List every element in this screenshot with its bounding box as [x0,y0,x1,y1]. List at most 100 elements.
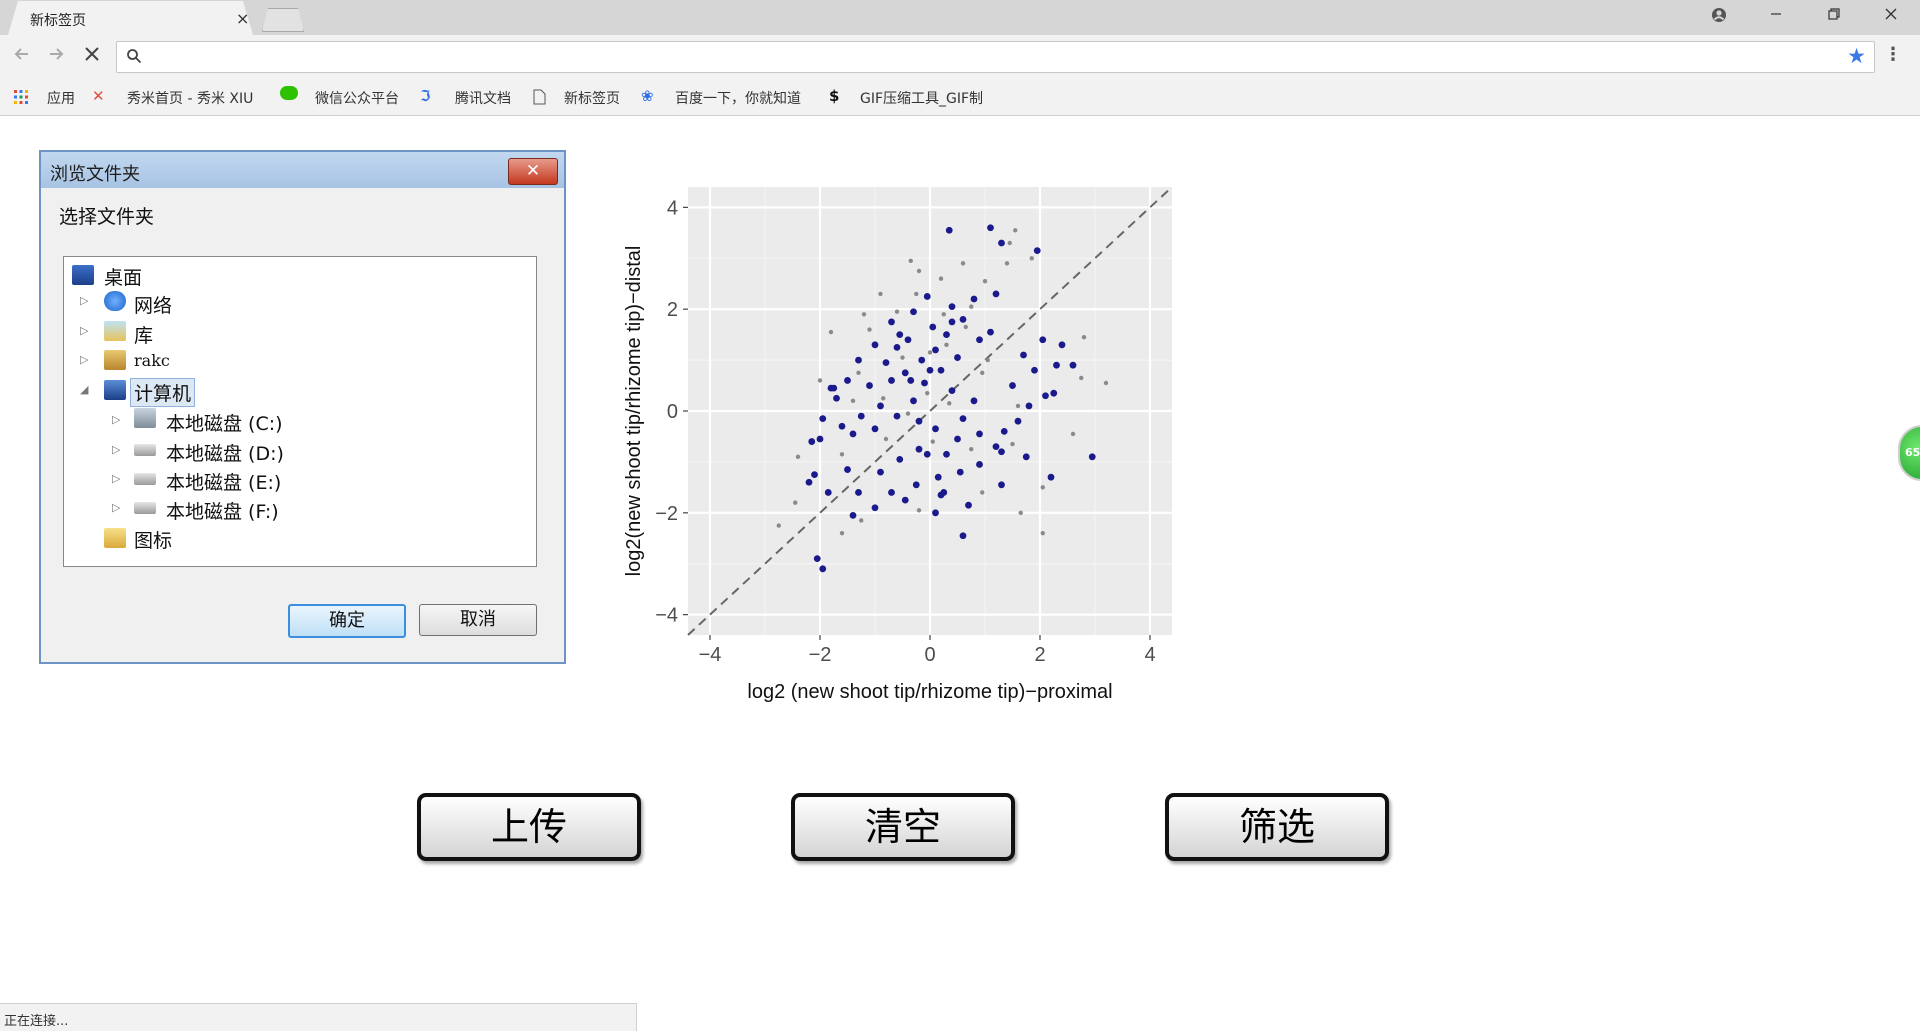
bookmark-star-icon[interactable]: ★ [1847,44,1866,68]
tencent-docs-icon: ℑ [420,87,431,105]
address-bar[interactable]: ★ [116,41,1875,73]
scatter-point-blue [1022,453,1030,461]
tree-item-drive-f[interactable]: 本地磁盘 (F:) [166,501,279,523]
tree-item-drive-e[interactable]: 本地磁盘 (E:) [166,472,282,494]
expand-arrow-icon[interactable]: ▷ [112,501,121,514]
tree-item-desktop[interactable]: 桌面 [104,267,143,289]
expand-arrow-icon[interactable]: ▷ [112,472,121,485]
scatter-point-blue [888,377,895,384]
back-icon[interactable] [12,44,32,69]
bookmarks-bar: 应用 ✕ 秀米首页 - 秀米 XIU 微信公众平台 ℑ 腾讯文档 新标签页 ❀ … [0,79,1920,116]
new-tab-button[interactable] [262,8,304,32]
scatter-point-grey [867,327,872,332]
x-tick-label: 0 [924,644,935,666]
scatter-point-blue [992,290,1000,298]
tree-item-drive-c[interactable]: 本地磁盘 (C:) [166,413,283,435]
y-tick-label: 4 [667,197,678,219]
folder-tree[interactable]: 桌面 ▷ 网络 ▷ 库 ▷ rakc ◢ 计算机 ▷ 本地磁盘 (C:) ▷ 本… [63,256,537,567]
scatter-point-blue [915,417,923,425]
scatter-point-grey [908,258,913,264]
bookmark-label: 百度一下，你就知道 [675,91,801,107]
stop-loading-icon[interactable] [82,44,102,69]
scatter-point-blue [901,496,909,504]
scatter-point-blue [849,430,857,438]
page-icon [533,89,546,105]
tab-close-icon[interactable]: × [236,9,250,28]
scatter-point-grey [938,276,944,281]
user-folder-icon [104,350,126,370]
scatter-point-blue [877,402,884,410]
scatter-point-grey [1029,256,1034,261]
scatter-point-blue [1069,361,1077,369]
close-window-icon[interactable] [1877,4,1905,25]
scatter-point-grey [925,390,930,396]
clear-button[interactable]: 清空 [791,793,1015,861]
tree-item-drive-d[interactable]: 本地磁盘 (D:) [166,443,284,465]
tab-new-tab[interactable]: 新标签页 × [8,1,253,35]
status-bar: 正在连接... [0,1003,637,1031]
side-widget-badge[interactable]: 65 [1898,425,1920,481]
scatter-point-blue [813,555,821,563]
scatter-point-grey [1013,228,1018,233]
x-tick-label: −4 [699,644,722,666]
expand-arrow-icon[interactable]: ▷ [80,324,89,337]
scatter-point-blue [929,323,937,331]
minimize-icon[interactable] [1762,4,1790,25]
scatter-point-blue [910,308,917,316]
scatter-point-blue [959,315,967,323]
restore-icon[interactable] [1820,4,1848,25]
scatter-point-blue [948,387,956,395]
scatter-point-grey [856,370,861,376]
scatter-point-blue [926,366,934,374]
scatter-point-grey [905,411,911,416]
scatter-point-grey [969,446,974,452]
scatter-point-blue [943,331,950,339]
tree-item-library[interactable]: 库 [134,325,154,347]
tree-item-icons-folder[interactable]: 图标 [134,530,173,552]
scatter-point-grey [795,454,801,460]
profile-icon[interactable] [1705,4,1733,27]
collapse-arrow-icon[interactable]: ◢ [80,383,89,396]
tree-item-computer[interactable]: 计算机 [130,378,196,407]
xiumi-icon: ✕ [92,87,105,105]
scatter-point-blue [987,224,994,232]
scatter-point-blue [945,226,953,234]
scatter-point-blue [855,356,862,364]
scatter-point-grey [980,490,985,495]
dialog-close-icon[interactable]: ✕ [508,158,558,185]
scatter-point-grey [1018,510,1023,516]
scatter-point-blue [956,468,964,476]
computer-icon [104,380,126,400]
browser-menu-icon[interactable]: ⋮ [1884,44,1902,65]
scatter-point-blue [830,384,838,392]
scatter-point-grey [861,312,867,317]
scatter-point-blue [871,341,879,349]
forward-icon[interactable] [46,44,66,69]
scatter-point-blue [1000,427,1008,435]
scatter-point-blue [970,397,978,405]
cancel-button[interactable]: 取消 [419,604,537,636]
x-tick-label: 4 [1144,644,1155,666]
scatter-point-blue [824,489,832,496]
expand-arrow-icon[interactable]: ▷ [80,353,89,366]
scatter-point-blue [1042,392,1049,400]
expand-arrow-icon[interactable]: ▷ [112,413,121,426]
tree-item-user[interactable]: rakc [134,351,170,370]
scatter-point-blue [965,501,972,509]
upload-button[interactable]: 上传 [417,793,641,861]
tree-item-network[interactable]: 网络 [134,295,173,317]
expand-arrow-icon[interactable]: ▷ [80,294,89,307]
scatter-point-blue [1088,453,1096,461]
expand-arrow-icon[interactable]: ▷ [112,443,121,456]
scatter-point-grey [1004,261,1010,266]
filter-button[interactable]: 筛选 [1165,793,1389,861]
search-icon [127,49,142,64]
scatter-point-grey [1079,375,1084,381]
scatter-point-blue [934,473,942,481]
baidu-icon: ❀ [641,87,654,105]
drive-icon [134,502,156,514]
x-tick-label: 2 [1034,644,1045,666]
ok-button[interactable]: 确定 [288,604,406,638]
scatter-point-blue [912,481,920,489]
scatter-point-blue [940,489,948,496]
